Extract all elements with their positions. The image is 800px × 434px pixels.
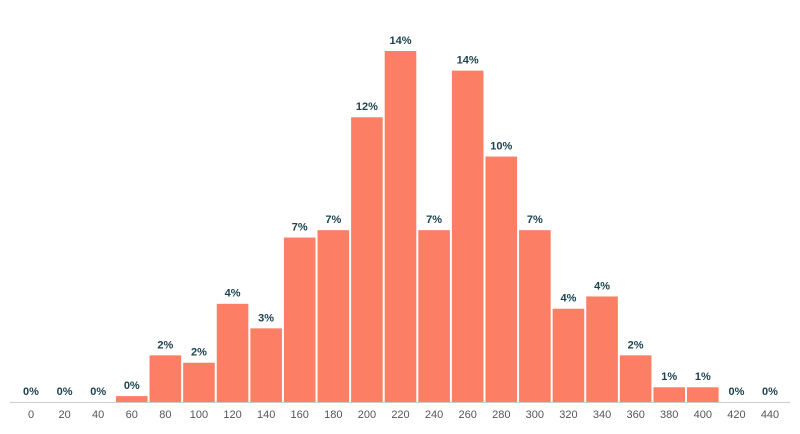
bar: [619, 355, 652, 402]
value-label: 1%: [695, 371, 711, 383]
bar: [418, 230, 450, 402]
bar: [552, 308, 585, 402]
value-label: 7%: [325, 214, 341, 226]
bar: [115, 396, 148, 402]
x-tick-label: 20: [58, 409, 70, 421]
value-label: 0%: [57, 386, 73, 398]
bar: [250, 328, 282, 402]
value-label: 4%: [594, 280, 610, 292]
value-label: 0%: [728, 386, 744, 398]
x-tick-label: 320: [559, 409, 577, 421]
x-tick-label: 60: [126, 409, 138, 421]
value-label: 14%: [457, 55, 479, 67]
bar: [317, 230, 350, 402]
value-label: 2%: [628, 339, 644, 351]
value-label: 0%: [762, 386, 778, 398]
value-label: 4%: [561, 293, 577, 305]
value-label: 0%: [90, 386, 106, 398]
value-label: 7%: [292, 221, 308, 233]
bar: [283, 237, 316, 402]
bar: [653, 387, 686, 402]
x-tick-label: 160: [291, 409, 309, 421]
bar: [216, 303, 249, 402]
value-label: 3%: [258, 312, 274, 324]
x-tick-label: 180: [324, 409, 342, 421]
value-label: 12%: [356, 101, 378, 113]
value-label: 14%: [389, 35, 411, 47]
x-tick-label: 360: [626, 409, 644, 421]
value-label: 4%: [225, 288, 241, 300]
x-tick-label: 200: [358, 409, 376, 421]
bar: [586, 296, 618, 402]
x-tick-label: 400: [694, 409, 712, 421]
value-label: 10%: [490, 140, 512, 152]
x-tick-label: 240: [425, 409, 443, 421]
bar: [149, 355, 182, 402]
value-label: 2%: [191, 347, 207, 359]
value-label: 0%: [23, 386, 39, 398]
bar: [183, 362, 215, 402]
x-tick-label: 220: [391, 409, 409, 421]
value-label: 7%: [426, 214, 442, 226]
x-tick-label: 280: [492, 409, 510, 421]
value-label: 0%: [124, 380, 140, 392]
x-tick-label: 80: [159, 409, 171, 421]
value-label: 7%: [527, 214, 543, 226]
value-label: 1%: [661, 371, 677, 383]
bar: [451, 70, 484, 403]
bar: [384, 51, 417, 402]
x-tick-label: 40: [92, 409, 104, 421]
bar: [351, 117, 383, 402]
bar: [485, 156, 518, 402]
x-tick-label: 260: [459, 409, 477, 421]
value-label: 2%: [157, 339, 173, 351]
x-tick-label: 380: [660, 409, 678, 421]
x-tick-label: 340: [593, 409, 611, 421]
x-tick-label: 100: [190, 409, 208, 421]
bar: [519, 230, 551, 402]
x-tick-label: 0: [28, 409, 34, 421]
x-tick-label: 300: [526, 409, 544, 421]
x-tick-label: 420: [727, 409, 745, 421]
bar: [687, 387, 719, 402]
x-tick-label: 120: [223, 409, 241, 421]
x-tick-label: 140: [257, 409, 275, 421]
x-tick-label: 440: [761, 409, 779, 421]
